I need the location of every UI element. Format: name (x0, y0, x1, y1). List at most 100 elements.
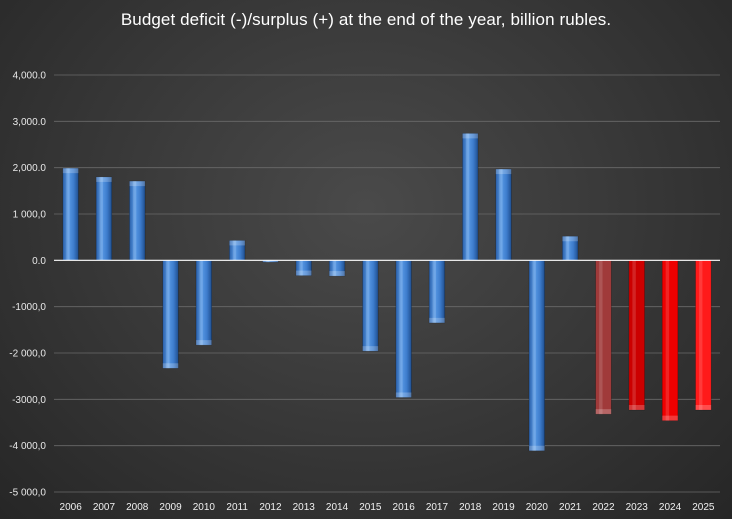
bar-bevel (129, 181, 146, 187)
x-tick-label: 2011 (226, 502, 248, 513)
bar-highlight (532, 260, 536, 451)
y-tick-label: -1000,0 (12, 302, 46, 313)
bar-2023 (628, 260, 645, 411)
bar-highlight (299, 260, 303, 276)
bar-rect (62, 167, 79, 261)
x-tick-label: 2012 (259, 502, 282, 513)
x-axis: 2006 2007 2008 2009 2010 2011 2012 2013 2014 2015… (60, 502, 715, 513)
bar-highlight (232, 240, 237, 261)
bar-2013 (295, 260, 312, 276)
bar-bevel (495, 169, 512, 175)
bar-2019 (495, 168, 512, 261)
x-tick-label: 2018 (459, 502, 482, 513)
gridlines (54, 74, 720, 493)
x-tick-label: 2010 (193, 502, 216, 513)
bar-2014 (328, 260, 346, 277)
bar-bevel (662, 415, 678, 421)
bar-bevel (162, 363, 179, 369)
bar-highlight (166, 260, 170, 369)
x-tick-label: 2024 (659, 502, 682, 513)
bar-highlight (698, 260, 703, 410)
bar-rect (661, 260, 679, 421)
y-tick-label: 3,000.0 (13, 117, 47, 128)
bar-rect (528, 260, 545, 452)
bar-2011 (229, 240, 246, 261)
bar-highlight (266, 260, 270, 263)
y-axis: 4,000.0 3,000.0 2,000.0 1 000,0 0.0 -1000,0 -2… (9, 71, 46, 499)
bar-highlight (132, 181, 137, 261)
bar-bevel (329, 271, 345, 277)
bar-highlight (565, 236, 570, 261)
bar-bevel (429, 317, 445, 323)
y-tick-label: -5 000,0 (9, 488, 46, 499)
y-tick-label: -2 000,0 (9, 349, 46, 360)
bar-highlight (365, 260, 370, 352)
bar-bevel (462, 133, 479, 139)
bar-rect (428, 260, 446, 324)
x-tick-label: 2023 (626, 502, 649, 513)
bar-bevel (229, 240, 245, 246)
bar-2010 (195, 260, 212, 346)
bar-2009 (162, 260, 179, 369)
y-tick-label: -4 000,0 (9, 441, 46, 452)
bar-2022 (595, 260, 612, 415)
bar-bevel (295, 270, 312, 276)
x-tick-label: 2015 (359, 502, 382, 513)
bar-rect (495, 168, 512, 261)
bar-rect (462, 133, 479, 261)
y-tick-label: 4,000.0 (13, 71, 47, 82)
bar-rect (595, 260, 612, 415)
bar-bevel (96, 176, 112, 182)
bar-bevel (529, 445, 545, 451)
x-tick-label: 2009 (159, 502, 182, 513)
bar-2006 (62, 167, 79, 261)
bar-2020 (528, 260, 545, 452)
bar-rect (362, 260, 379, 352)
bar-bevel (695, 404, 712, 410)
bar-highlight (332, 260, 337, 277)
bar-highlight (665, 260, 670, 421)
bar-2025 (695, 260, 712, 411)
bar-rect (628, 260, 645, 411)
y-tick-label: 2,000.0 (13, 163, 47, 174)
bar-bevel (628, 404, 645, 410)
x-tick-label: 2022 (592, 502, 615, 513)
bar-2018 (462, 133, 479, 261)
x-tick-label: 2025 (692, 502, 715, 513)
x-tick-label: 2014 (326, 502, 349, 513)
bar-2021 (562, 235, 579, 261)
bar-rect (95, 176, 113, 261)
bar-rect (695, 260, 712, 411)
bar-highlight (66, 168, 70, 261)
bar-2016 (395, 260, 412, 398)
bar-bevel (395, 392, 412, 398)
x-tick-label: 2008 (126, 502, 149, 513)
bar-highlight (399, 260, 403, 398)
bars (62, 133, 712, 452)
bar-bevel (362, 346, 379, 352)
x-tick-label: 2016 (393, 502, 416, 513)
bar-bevel (262, 260, 279, 263)
bar-bevel (562, 236, 578, 242)
x-tick-label: 2021 (559, 502, 582, 513)
bar-rect (195, 260, 212, 346)
bar-highlight (632, 260, 636, 410)
bar-rect (162, 260, 179, 369)
bar-highlight (499, 169, 503, 261)
bar-2024 (661, 260, 679, 421)
bar-highlight (465, 133, 470, 261)
x-tick-label: 2013 (293, 502, 316, 513)
x-tick-label: 2007 (93, 502, 116, 513)
bar-highlight (432, 260, 437, 323)
chart-title: Budget deficit (-)/surplus (+) at the en… (120, 10, 612, 29)
bar-rect (395, 260, 412, 398)
x-tick-label: 2017 (426, 502, 449, 513)
y-tick-label: -3000,0 (12, 395, 46, 406)
bar-2015 (362, 260, 379, 352)
bar-bevel (595, 409, 612, 415)
x-tick-label: 2020 (526, 502, 549, 513)
bar-rect (129, 180, 146, 261)
bar-highlight (199, 260, 203, 346)
x-tick-label: 2019 (492, 502, 515, 513)
